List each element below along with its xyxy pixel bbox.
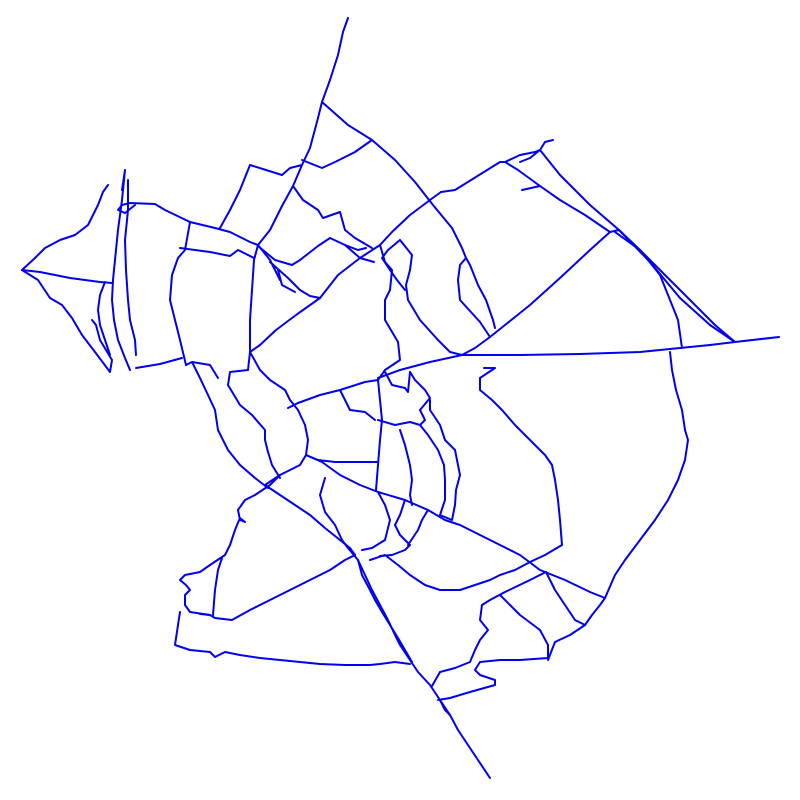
road-segment [381, 239, 406, 291]
road-lines [21, 17, 780, 779]
road-segment [174, 611, 411, 666]
road-segment [344, 244, 367, 251]
road-segment [465, 257, 496, 329]
road-segment [305, 454, 606, 599]
road-segment [249, 351, 309, 486]
road-segment [319, 477, 359, 561]
road-segment [457, 257, 491, 338]
road-segment [277, 269, 296, 293]
road-segment [111, 169, 131, 371]
road-segment [379, 499, 411, 557]
road-segment [431, 571, 547, 687]
road-segment [614, 231, 683, 349]
road-segment [124, 204, 136, 214]
road-segment [399, 239, 463, 356]
road-segment [521, 185, 541, 191]
road-segment [377, 419, 445, 466]
road-segment [179, 247, 255, 259]
road-segment [257, 244, 281, 281]
road-segment [384, 371, 411, 393]
road-segment [301, 139, 373, 169]
road-segment [339, 389, 376, 421]
road-segment [199, 554, 356, 621]
road-segment [264, 484, 356, 556]
road-segment [461, 341, 736, 356]
road-segment [179, 474, 281, 616]
road-segment [305, 454, 379, 463]
road-segment [357, 559, 491, 779]
road-segment [461, 231, 611, 356]
road-segment [439, 699, 451, 716]
road-segment [269, 261, 321, 299]
road-segment [97, 281, 111, 356]
road-segment [547, 597, 606, 661]
road-segment [227, 369, 281, 479]
road-segment [21, 269, 113, 373]
road-segment [191, 361, 269, 489]
road-segment [249, 191, 442, 353]
road-segment [287, 244, 401, 409]
road-segment [257, 237, 375, 266]
road-segment [375, 379, 383, 491]
road-segment [409, 371, 431, 426]
road-segment [399, 429, 413, 506]
road-segment [407, 509, 429, 546]
road-segment [321, 101, 467, 259]
road-segment [440, 161, 736, 343]
road-segment [361, 491, 391, 551]
road-segment [604, 351, 689, 599]
road-segment [429, 399, 461, 521]
road-segment [545, 571, 586, 626]
road-segment [124, 179, 137, 356]
road-segment [257, 17, 349, 246]
road-segment [185, 361, 219, 379]
road-segment [377, 354, 463, 379]
road-segment [369, 554, 501, 591]
road-segment [437, 594, 549, 701]
road-segment [169, 221, 191, 366]
road-segment [357, 559, 413, 663]
road-segment [292, 185, 373, 249]
road-segment [212, 557, 223, 616]
road-segment [504, 149, 780, 343]
road-segment [21, 184, 113, 284]
road-segment [219, 164, 303, 229]
road-segment [135, 357, 183, 369]
road-segment [479, 367, 563, 576]
